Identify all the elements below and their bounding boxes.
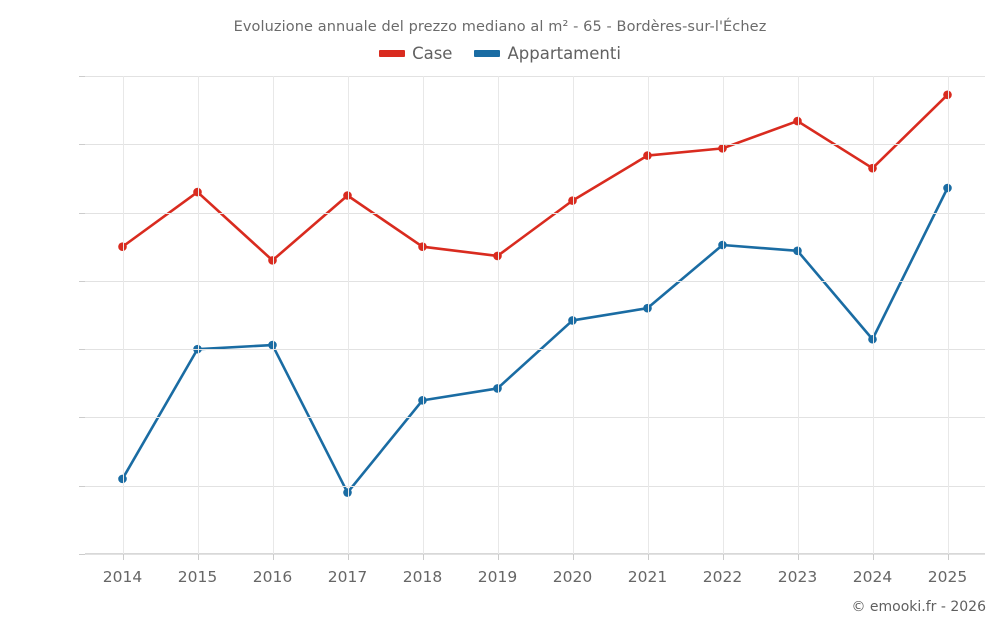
series-layer bbox=[118, 90, 952, 497]
chart-title: Evoluzione annuale del prezzo mediano al… bbox=[233, 19, 767, 35]
x-gridline bbox=[122, 76, 124, 554]
x-axis-label: 2023 bbox=[777, 568, 818, 586]
x-axis-tick bbox=[947, 554, 949, 560]
x-axis-tick bbox=[572, 554, 574, 560]
x-axis-tick bbox=[722, 554, 724, 560]
legend-swatch-icon bbox=[474, 50, 501, 57]
plot-area: 2 000 €1 800 €1 600 €1 400 €1 200 €1 000… bbox=[79, 76, 985, 586]
x-gridline bbox=[272, 76, 274, 554]
legend-item[interactable]: Case bbox=[379, 44, 452, 63]
y-gridline bbox=[85, 485, 985, 487]
x-axis-label: 2025 bbox=[927, 568, 968, 586]
x-gridline bbox=[872, 76, 874, 554]
y-axis-tick bbox=[79, 349, 85, 351]
x-axis-tick bbox=[797, 554, 799, 560]
x-axis-tick bbox=[347, 554, 349, 560]
x-axis-label: 2018 bbox=[402, 568, 443, 586]
x-gridline bbox=[797, 76, 799, 554]
x-axis-label: 2016 bbox=[252, 568, 293, 586]
y-axis-tick bbox=[79, 280, 85, 282]
x-axis-label: 2019 bbox=[477, 568, 518, 586]
y-axis-tick bbox=[79, 212, 85, 214]
x-gridline bbox=[347, 76, 349, 554]
y-gridline bbox=[85, 212, 985, 214]
y-gridline bbox=[85, 144, 985, 146]
x-gridline bbox=[422, 76, 424, 554]
y-gridline bbox=[85, 76, 985, 77]
x-axis-tick bbox=[872, 554, 874, 560]
x-axis-tick bbox=[497, 554, 499, 560]
legend-item[interactable]: Appartamenti bbox=[474, 44, 621, 63]
y-gridline bbox=[85, 417, 985, 419]
data-point[interactable] bbox=[193, 187, 202, 197]
y-gridline bbox=[85, 554, 985, 555]
y-axis-tick bbox=[79, 554, 85, 555]
legend-label: Case bbox=[412, 44, 453, 63]
x-axis-tick bbox=[272, 554, 274, 560]
x-axis-label: 2024 bbox=[852, 568, 893, 586]
x-axis-label: 2022 bbox=[702, 568, 743, 586]
x-axis-label: 2014 bbox=[102, 568, 143, 586]
x-gridline bbox=[497, 76, 499, 554]
y-gridline bbox=[85, 280, 985, 282]
x-axis-label: 2021 bbox=[627, 568, 668, 586]
series-line-appartamenti bbox=[121, 186, 949, 494]
y-axis-tick bbox=[79, 417, 85, 419]
x-gridline bbox=[647, 76, 649, 554]
x-gridline bbox=[197, 76, 199, 554]
x-axis-tick bbox=[422, 554, 424, 560]
legend-label: Appartamenti bbox=[507, 44, 621, 63]
y-axis-tick bbox=[79, 76, 85, 77]
x-gridline bbox=[572, 76, 574, 554]
x-gridline bbox=[722, 76, 724, 554]
x-axis-label: 2017 bbox=[327, 568, 368, 586]
credit-text: © emooki.fr - 2026 bbox=[851, 599, 986, 615]
x-axis-tick bbox=[122, 554, 124, 560]
y-axis-tick bbox=[79, 144, 85, 146]
x-gridline bbox=[947, 76, 949, 554]
x-axis-tick bbox=[647, 554, 649, 560]
series-line-case bbox=[121, 93, 949, 262]
x-axis-label: 2015 bbox=[177, 568, 218, 586]
x-axis-label: 2020 bbox=[552, 568, 593, 586]
x-axis-tick bbox=[197, 554, 199, 560]
x-axis-line bbox=[85, 553, 985, 554]
legend-swatch-icon bbox=[379, 50, 406, 57]
chart-legend: Case Appartamenti bbox=[0, 44, 1000, 63]
y-gridline bbox=[85, 349, 985, 351]
y-axis-tick bbox=[79, 485, 85, 487]
